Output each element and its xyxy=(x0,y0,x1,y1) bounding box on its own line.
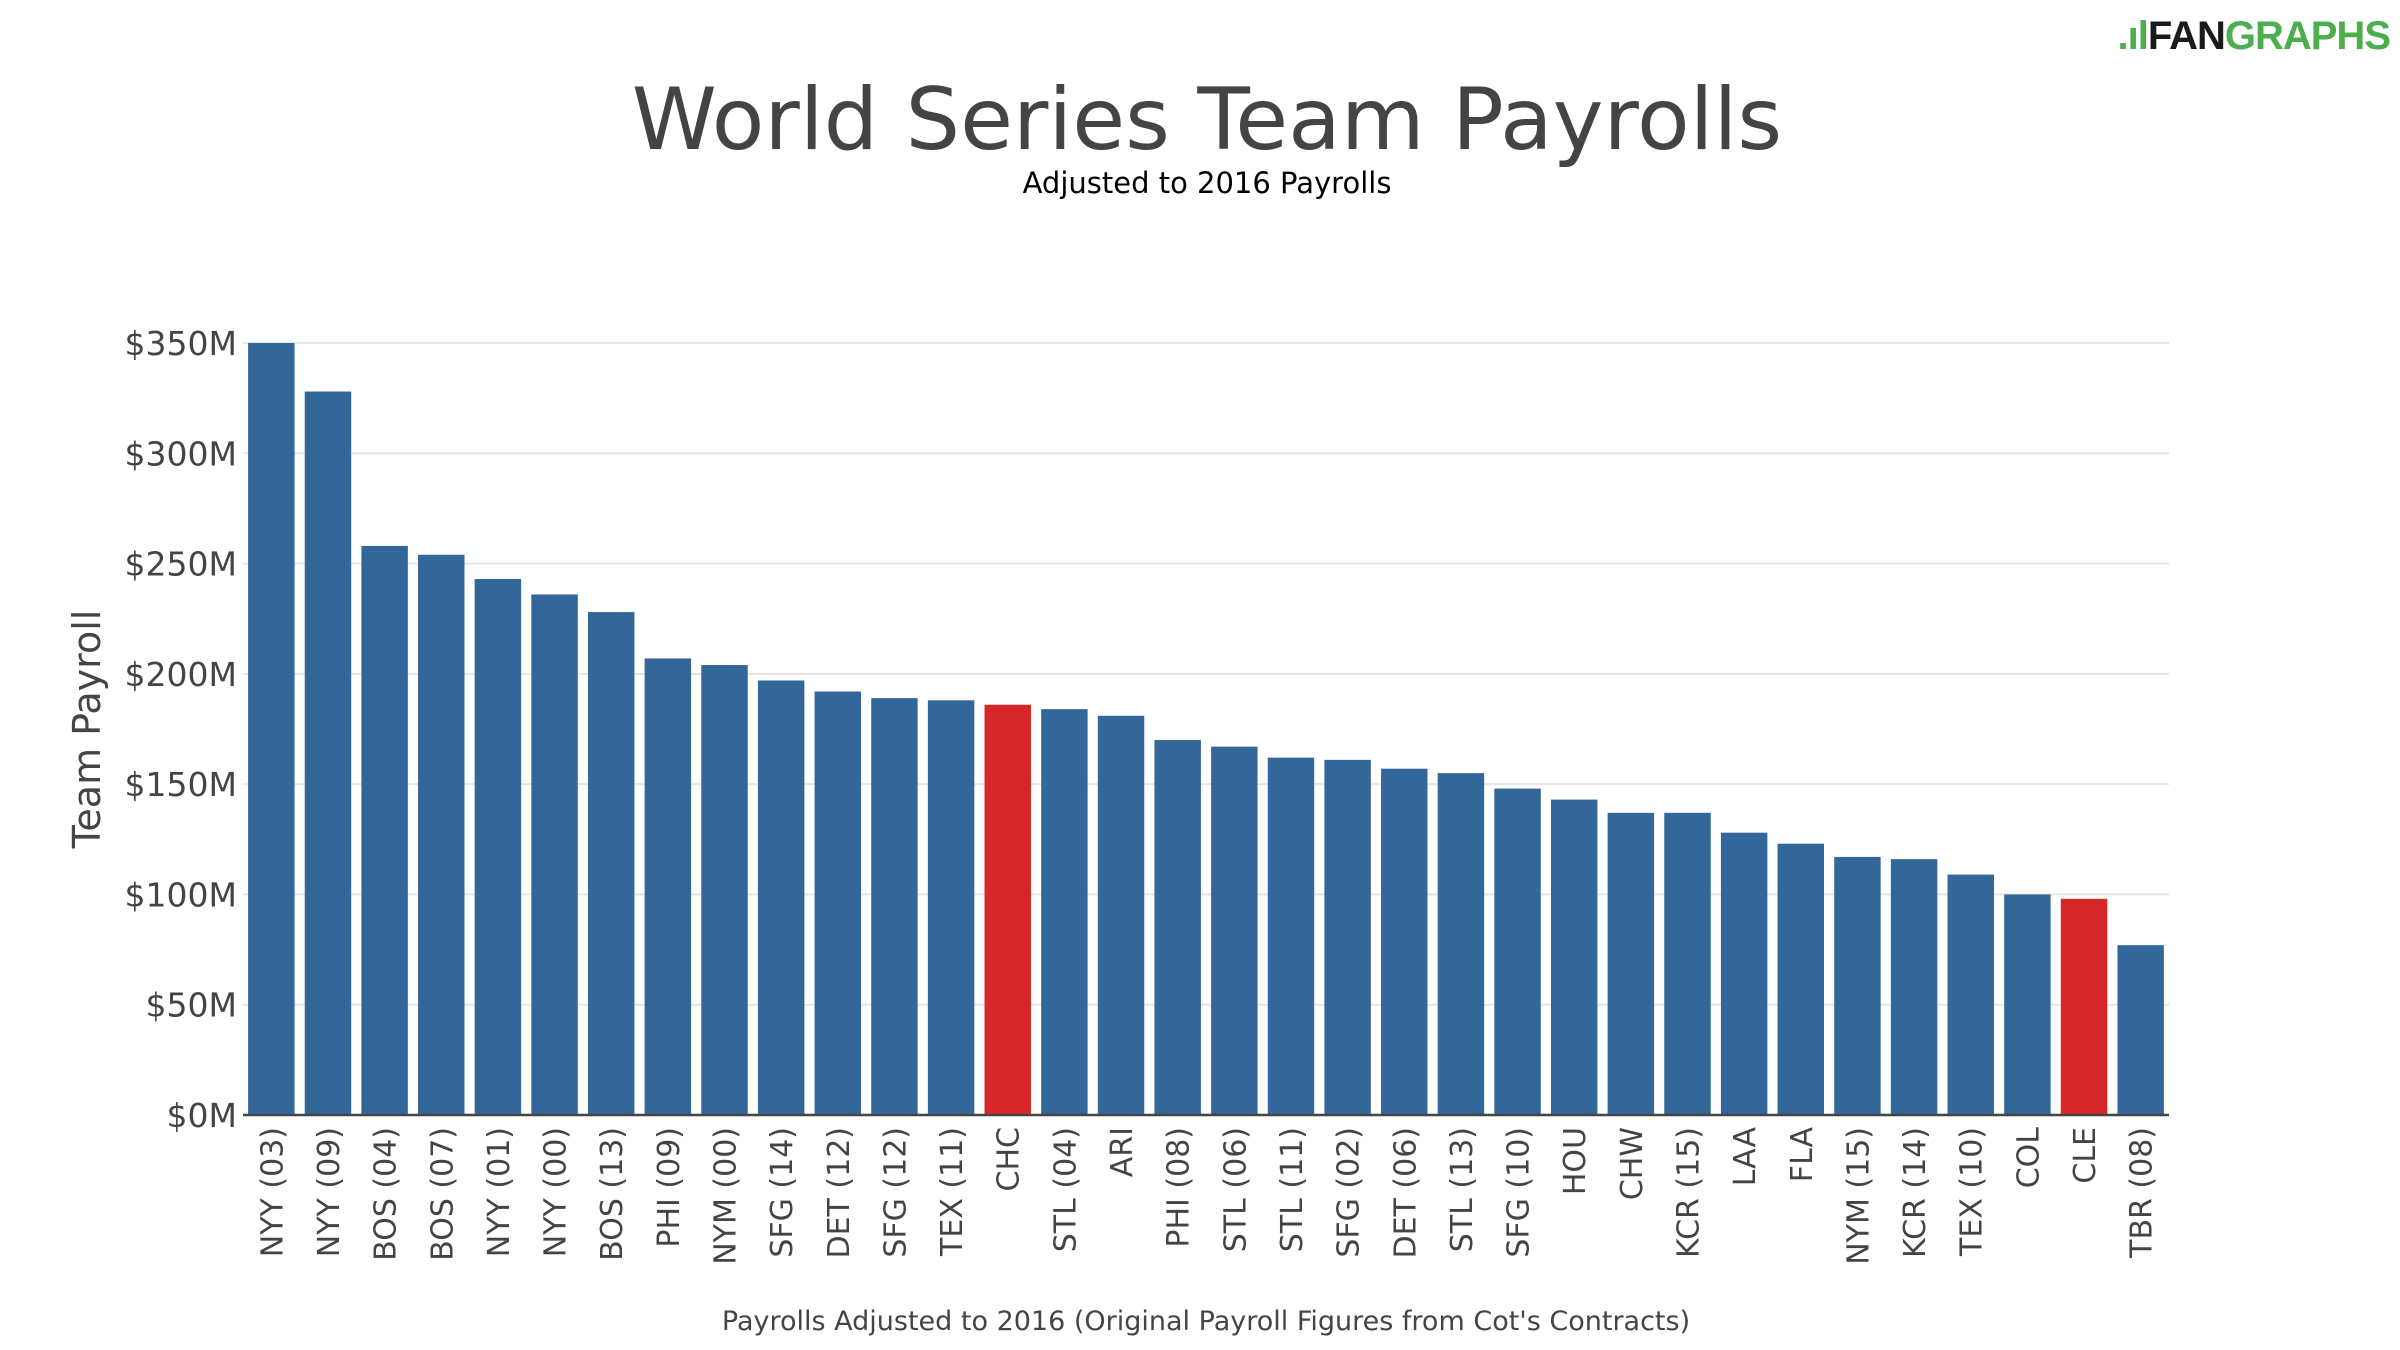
bar xyxy=(2004,894,2051,1115)
chart-title: World Series Team Payrolls xyxy=(631,70,1783,170)
chart-subtitle: Adjusted to 2016 Payrolls xyxy=(1022,166,1392,200)
x-tick-label: LAA xyxy=(1728,1127,1763,1187)
x-tick-label: PHI (08) xyxy=(1162,1127,1197,1248)
bar xyxy=(1890,859,1938,1115)
x-tick-label: TEX (11) xyxy=(935,1127,970,1257)
bar xyxy=(1381,768,1428,1115)
y-axis-title: Team Payroll xyxy=(65,610,109,850)
x-axis-title: Payrolls Adjusted to 2016 (Original Payr… xyxy=(722,1306,1690,1337)
x-tick-label: BOS (04) xyxy=(369,1127,404,1261)
bar xyxy=(871,698,918,1115)
x-tick-label: PHI (09) xyxy=(652,1127,687,1248)
bar xyxy=(814,691,862,1115)
x-tick-label: DET (12) xyxy=(822,1127,857,1259)
y-tick-label: $50M xyxy=(146,986,237,1025)
y-tick-label: $100M xyxy=(125,875,237,914)
x-tick-label: DET (06) xyxy=(1388,1127,1423,1259)
x-tick-label: SFG (02) xyxy=(1332,1127,1367,1258)
bar xyxy=(361,545,408,1115)
bar xyxy=(1494,788,1541,1115)
y-tick-label: $300M xyxy=(125,434,237,473)
bar xyxy=(418,554,465,1115)
x-tick-label: STL (04) xyxy=(1048,1127,1083,1252)
bar xyxy=(701,665,748,1115)
bar xyxy=(2117,945,2164,1115)
bar xyxy=(531,594,578,1115)
x-tick-label: CLE xyxy=(2068,1127,2103,1184)
y-tick-label: $0M xyxy=(167,1096,237,1135)
bar xyxy=(1437,773,1485,1115)
x-tick-label: CHC xyxy=(992,1127,1027,1191)
x-tick-label: STL (11) xyxy=(1275,1127,1310,1252)
x-tick-label: SFG (14) xyxy=(765,1127,800,1258)
bar xyxy=(1097,715,1145,1115)
bar xyxy=(757,680,805,1115)
x-tick-label: NYY (09) xyxy=(312,1127,347,1257)
bar xyxy=(304,391,352,1115)
x-tick-label: NYY (00) xyxy=(539,1127,574,1257)
x-tick-label: NYY (03) xyxy=(255,1127,290,1257)
x-tick-label: BOS (07) xyxy=(425,1127,460,1261)
bar xyxy=(474,579,522,1115)
batter-bars-icon: .ıl xyxy=(2117,14,2149,58)
fangraphs-logo: .ılFANGRAPHS xyxy=(2117,14,2391,58)
x-tick-label: ARI xyxy=(1105,1127,1140,1177)
x-tick-label: FLA xyxy=(1785,1127,1820,1183)
bar xyxy=(2060,898,2108,1115)
x-tick-label: CHW xyxy=(1615,1127,1650,1200)
bar xyxy=(1777,843,1825,1115)
x-tick-label: SFG (12) xyxy=(878,1127,913,1258)
x-tick-label: NYM (00) xyxy=(709,1127,744,1265)
bar xyxy=(1550,799,1598,1115)
x-tick-label: STL (13) xyxy=(1445,1127,1480,1252)
bar xyxy=(1154,740,1201,1115)
bar xyxy=(1607,812,1655,1115)
y-tick-label: $200M xyxy=(125,655,237,694)
x-tick-label: STL (06) xyxy=(1218,1127,1253,1252)
x-tick-label: KCR (14) xyxy=(1898,1127,1933,1258)
bar xyxy=(1324,759,1371,1115)
x-tick-label: TBR (08) xyxy=(2125,1127,2160,1259)
bar xyxy=(1267,757,1315,1115)
bar xyxy=(644,658,692,1115)
bar xyxy=(1664,812,1711,1115)
x-tick-label: BOS (13) xyxy=(595,1127,630,1261)
bar xyxy=(1041,709,1088,1115)
x-tick-label: KCR (15) xyxy=(1672,1127,1707,1258)
bar xyxy=(1720,832,1768,1115)
x-tick-label: TEX (10) xyxy=(1955,1127,1990,1257)
x-tick-label: NYM (15) xyxy=(1841,1127,1876,1265)
bar xyxy=(1834,856,1881,1115)
x-tick-label: HOU xyxy=(1558,1127,1593,1195)
x-tick-label: SFG (10) xyxy=(1502,1127,1537,1258)
x-tick-label: COL xyxy=(2011,1127,2046,1189)
y-tick-label: $150M xyxy=(125,765,237,804)
bar xyxy=(587,612,635,1115)
bar xyxy=(1947,874,1994,1115)
bar xyxy=(248,343,295,1115)
bar xyxy=(984,704,1031,1115)
y-tick-label: $250M xyxy=(125,545,237,584)
x-tick-label: NYY (01) xyxy=(482,1127,517,1257)
y-tick-label: $350M xyxy=(125,324,237,363)
bar xyxy=(927,700,975,1115)
bar xyxy=(1211,746,1258,1115)
